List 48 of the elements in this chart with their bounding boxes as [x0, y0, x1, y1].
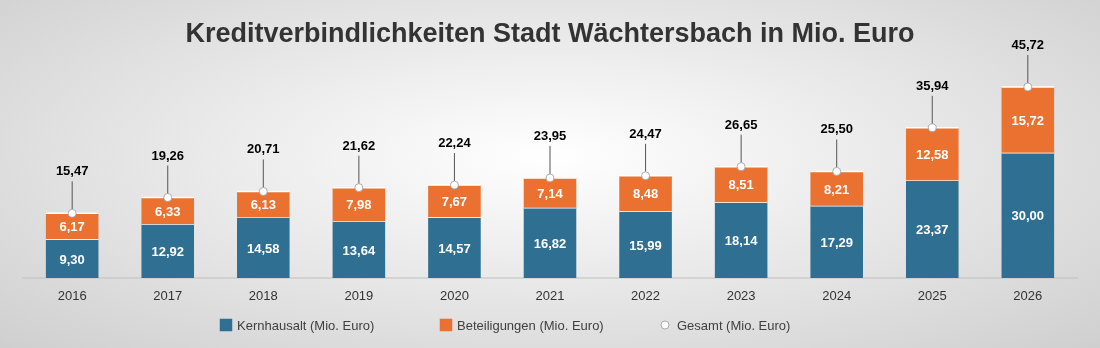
x-tick-label: 2016 [57, 288, 87, 303]
data-label: 12,58 [915, 147, 949, 163]
data-label: 15,99 [629, 237, 662, 253]
x-tick-label: 2025 [917, 288, 947, 303]
data-label: 20,71 [247, 141, 280, 157]
data-label: 19,26 [151, 147, 185, 163]
data-label: 25,50 [820, 121, 853, 137]
data-label: 24,47 [629, 125, 662, 141]
data-label: 7,67 [441, 194, 468, 210]
data-label: 8,51 [728, 177, 754, 193]
x-tick-label: 2024 [822, 288, 852, 303]
x-tick-label: 2022 [631, 288, 661, 303]
legend-label: Gesamt (Mio. Euro) [677, 318, 791, 333]
data-label: 26,65 [724, 116, 758, 132]
data-label: 8,21 [824, 181, 850, 197]
data-label: 13,64 [342, 242, 376, 258]
data-label: 15,47 [55, 163, 89, 179]
x-tick-label: 2019 [344, 288, 374, 303]
data-label: 6,13 [250, 197, 276, 213]
x-tick-label: 2021 [535, 288, 565, 303]
text: Kreditverbindlichkeiten Stadt Wächtersbach in Mio. Euro [185, 18, 915, 48]
x-tick-label: 2018 [248, 288, 278, 303]
x-tick-label: 2020 [439, 288, 469, 303]
data-label: 14,58 [247, 240, 280, 256]
legend-label: Kernhausalt (Mio. Euro) [237, 318, 375, 333]
data-label: 6,33 [155, 203, 181, 219]
x-tick-label: 2023 [726, 288, 756, 303]
data-label: 30,00 [1011, 208, 1045, 224]
data-label: 23,37 [915, 222, 949, 238]
data-label: 7,14 [537, 185, 564, 201]
data-label: 12,92 [151, 244, 185, 260]
x-tick-label: 2026 [1013, 288, 1043, 303]
data-label: 21,62 [342, 137, 376, 153]
data-label: 16,82 [533, 235, 567, 251]
data-label: 22,24 [438, 135, 472, 151]
data-label: 14,57 [438, 240, 471, 256]
data-label: 17,29 [820, 234, 853, 250]
data-label: 8,48 [632, 186, 659, 202]
data-label: 23,95 [533, 127, 567, 143]
data-label: 35,94 [915, 77, 950, 93]
data-label: 9,30 [59, 251, 85, 267]
legend-label: Beteiligungen (Mio. Euro) [457, 318, 604, 333]
data-label: 45,72 [1011, 37, 1045, 52]
x-tick-label: 2017 [153, 288, 183, 303]
data-label: 18,14 [724, 233, 759, 249]
data-label: 7,98 [346, 197, 372, 213]
data-label: 15,72 [1011, 112, 1045, 128]
data-label: 6,17 [59, 219, 85, 235]
